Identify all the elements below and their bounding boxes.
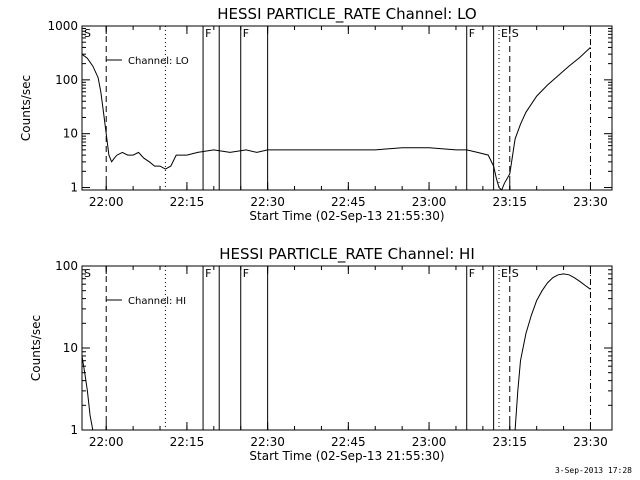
x-tick-label: 23:30 bbox=[573, 435, 608, 449]
footer-timestamp: 3-Sep-2013 17:28 bbox=[554, 466, 632, 475]
plot-frame bbox=[81, 265, 613, 431]
legend-label: Channel: LO bbox=[128, 56, 189, 67]
y-tick-label: 1 bbox=[70, 181, 78, 195]
x-tick-label: 22:30 bbox=[250, 435, 285, 449]
event-marker-label: S bbox=[84, 27, 91, 40]
x-tick-label: 22:45 bbox=[331, 435, 366, 449]
y-tick-label: 100 bbox=[55, 73, 78, 87]
event-marker-label: F bbox=[469, 27, 475, 40]
event-marker-label: F bbox=[243, 27, 249, 40]
y-axis-label: Counts/sec bbox=[19, 75, 33, 141]
y-tick-label: 100 bbox=[55, 259, 78, 273]
chart-title: HESSI PARTICLE_RATE Channel: LO bbox=[217, 5, 476, 24]
y-axis-label: Counts/sec bbox=[29, 315, 43, 381]
chart-title: HESSI PARTICLE_RATE Channel: HI bbox=[219, 245, 475, 264]
chart-panel-hi: HESSI PARTICLE_RATE Channel: HI 22:00 22:1… bbox=[29, 245, 613, 463]
event-marker-label: E bbox=[501, 267, 508, 280]
x-tick-label: 22:45 bbox=[331, 195, 366, 209]
series-line bbox=[82, 47, 591, 190]
series-line bbox=[82, 355, 94, 430]
x-tick-label: 23:30 bbox=[573, 195, 608, 209]
event-marker-label: F bbox=[205, 267, 211, 280]
event-marker-label: S bbox=[512, 27, 519, 40]
event-marker-label: F bbox=[205, 27, 211, 40]
x-tick-label: 22:00 bbox=[89, 435, 124, 449]
x-axis-label: Start Time (02-Sep-13 21:55:30) bbox=[249, 449, 444, 463]
chart-panel-lo: HESSI PARTICLE_RATE Channel: LO 22:00 22:1… bbox=[19, 5, 613, 223]
event-marker-label: S bbox=[512, 267, 519, 280]
x-tick-label: 22:30 bbox=[250, 195, 285, 209]
event-marker-label: F bbox=[243, 267, 249, 280]
event-marker-label: F bbox=[469, 267, 475, 280]
x-tick-label: 22:15 bbox=[170, 435, 205, 449]
x-tick-label: 23:00 bbox=[412, 435, 447, 449]
event-marker-label: S bbox=[84, 267, 91, 280]
x-tick-label: 23:00 bbox=[412, 195, 447, 209]
y-tick-label: 1 bbox=[70, 423, 78, 437]
plot-frame bbox=[81, 25, 613, 191]
y-tick-label: 1000 bbox=[47, 19, 78, 33]
y-tick-label: 10 bbox=[63, 341, 78, 355]
x-tick-label: 22:00 bbox=[89, 195, 124, 209]
event-marker-label: E bbox=[501, 27, 508, 40]
x-tick-label: 23:15 bbox=[492, 195, 527, 209]
legend-label: Channel: HI bbox=[128, 296, 186, 307]
x-tick-label: 23:15 bbox=[492, 435, 527, 449]
x-tick-label: 22:15 bbox=[170, 195, 205, 209]
series-line bbox=[514, 273, 591, 430]
y-tick-label: 10 bbox=[63, 127, 78, 141]
x-axis-label: Start Time (02-Sep-13 21:55:30) bbox=[249, 209, 444, 223]
